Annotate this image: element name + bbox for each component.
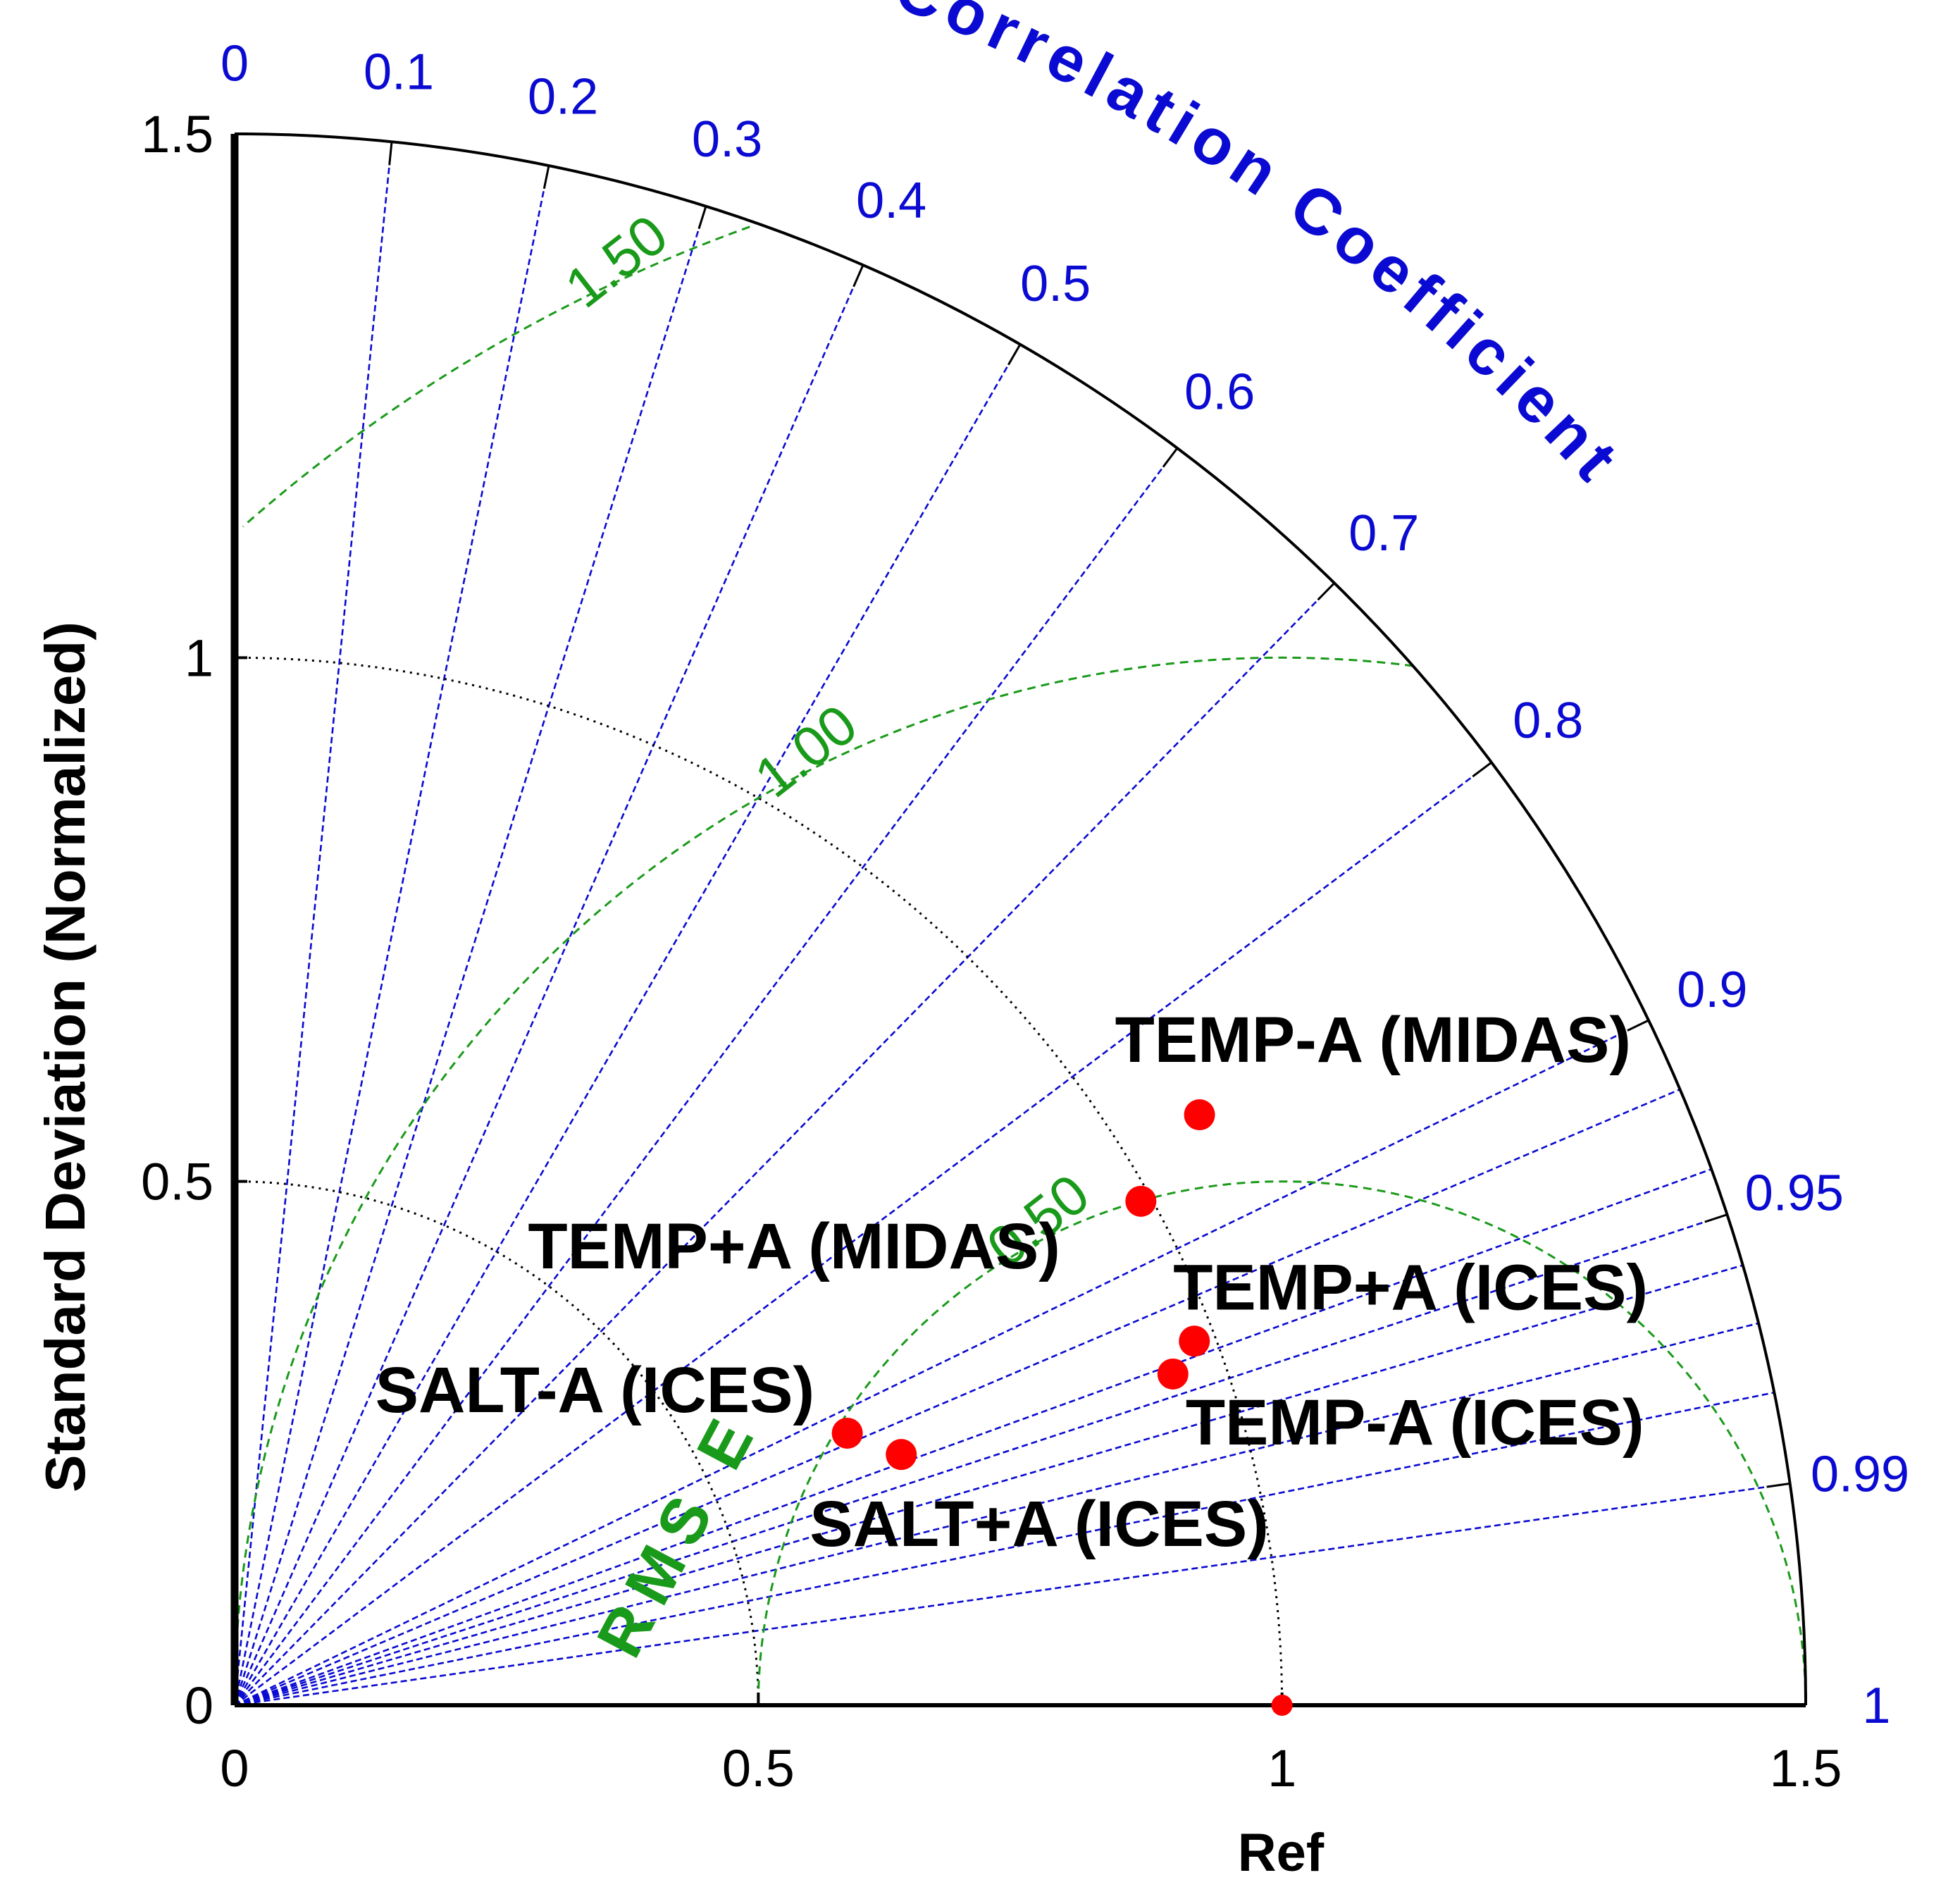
- point-label-salt-a-ices: SALT-A (ICES): [376, 1354, 815, 1426]
- point-label-salt-a-ices: SALT+A (ICES): [810, 1488, 1269, 1560]
- corr-tick-1: [388, 142, 393, 166]
- point-label-temp-a-midas: TEMP+A (MIDAS): [528, 1211, 1060, 1282]
- corr-line-0-2: [233, 165, 550, 1706]
- marks-layer: [831, 1099, 1293, 1716]
- grid-layer: [233, 142, 1807, 1707]
- corr-line-0-4: [233, 264, 864, 1706]
- corr-tick-label-9: 0.9: [1677, 962, 1747, 1018]
- corr-tick-label-10: 0.95: [1745, 1165, 1844, 1221]
- rms-label-1-5: 1.50: [554, 203, 678, 320]
- corr-line-0-98: [234, 1391, 1775, 1707]
- corr-line-0-1: [233, 142, 393, 1706]
- corr-tick-2: [542, 165, 550, 190]
- axes-layer: [230, 132, 1807, 1707]
- rms-axis-title: RMS E: [583, 1397, 773, 1669]
- corr-tick-label-4: 0.4: [856, 173, 926, 229]
- corr-line-0-5: [233, 344, 1022, 1706]
- point-temp-a-midas: [1125, 1185, 1157, 1217]
- corr-tick-label-11: 0.99: [1811, 1446, 1909, 1502]
- point-label-temp-a-midas: TEMP-A (MIDAS): [1115, 1004, 1631, 1076]
- corr-tick-3: [697, 206, 707, 230]
- point-temp-a-midas: [1184, 1099, 1215, 1131]
- corr-line-0-8: [234, 761, 1492, 1707]
- x-tick-label-2: 1: [1267, 1739, 1296, 1798]
- point-label-temp-a-ices: TEMP+A (ICES): [1173, 1251, 1648, 1323]
- corr-line-0-99: [234, 1483, 1790, 1707]
- corr-tick-5: [1007, 344, 1022, 366]
- point-temp-a-ices: [1157, 1358, 1189, 1390]
- rms-contour-1: [233, 656, 1414, 1705]
- corr-line-0-9: [234, 1019, 1649, 1707]
- corr-tick-label-3: 0.3: [692, 111, 762, 168]
- corr-tick-8: [1472, 761, 1492, 778]
- corr-tick-label-1: 0.1: [364, 44, 434, 100]
- corr-tick-label-12: 1: [1862, 1678, 1890, 1734]
- rms-contour-1-5: [242, 225, 750, 528]
- point-temp-a-ices: [1179, 1325, 1210, 1357]
- x-tick-label-3: 1.5: [1770, 1739, 1842, 1798]
- corr-tick-10: [1704, 1213, 1728, 1223]
- corr-axis-title-text: Correlation Coefficient: [886, 0, 1628, 499]
- corr-axis-title: Correlation Coefficient: [886, 0, 1635, 499]
- corr-line-0-97: [234, 1322, 1759, 1707]
- point-label-temp-a-ices: TEMP-A (ICES): [1186, 1387, 1644, 1459]
- corr-tick-label-5: 0.5: [1020, 256, 1091, 312]
- corr-line-0-95: [234, 1213, 1728, 1707]
- corr-tick-9: [1627, 1019, 1649, 1032]
- y-tick-label-3: 1.5: [141, 105, 213, 163]
- corr-tick-label-2: 0.2: [528, 69, 598, 125]
- corr-tick-label-8: 0.8: [1513, 693, 1583, 749]
- ref-label: Ref: [1238, 1823, 1325, 1883]
- corr-tick-label-7: 0.7: [1348, 505, 1419, 562]
- y-tick-label-2: 1: [185, 629, 213, 687]
- x-tick-label-0: 0: [220, 1739, 249, 1798]
- corr-tick-label-0: 0: [221, 36, 249, 92]
- corr-line-0-96: [234, 1264, 1744, 1707]
- y-tick-label-1: 0.5: [141, 1153, 213, 1211]
- point-salt-a-ices: [831, 1417, 863, 1449]
- rms-label-1: 1.00: [743, 693, 868, 810]
- corr-line-0-7: [234, 582, 1335, 1706]
- y-axis-title: Standard Deviation (Normalized): [34, 621, 97, 1492]
- corr-tick-6: [1162, 447, 1179, 468]
- corr-line-0-94: [234, 1168, 1712, 1707]
- corr-tick-11: [1766, 1482, 1790, 1488]
- y-tick-label-0: 0: [185, 1676, 213, 1735]
- x-tick-label-1: 0.5: [722, 1739, 795, 1798]
- corr-line-0-92: [234, 1088, 1681, 1707]
- corr-tick-7: [1317, 582, 1336, 601]
- corr-line-0-3: [233, 206, 707, 1706]
- reference-point: [1271, 1695, 1293, 1716]
- outer-arc: [234, 132, 1807, 1706]
- corr-line-0-6: [233, 447, 1179, 1706]
- corr-tick-4: [852, 264, 864, 287]
- corr-tick-label-6: 0.6: [1184, 364, 1255, 421]
- point-salt-a-ices: [886, 1439, 917, 1471]
- rms-contour-0-5: [757, 1180, 1807, 1706]
